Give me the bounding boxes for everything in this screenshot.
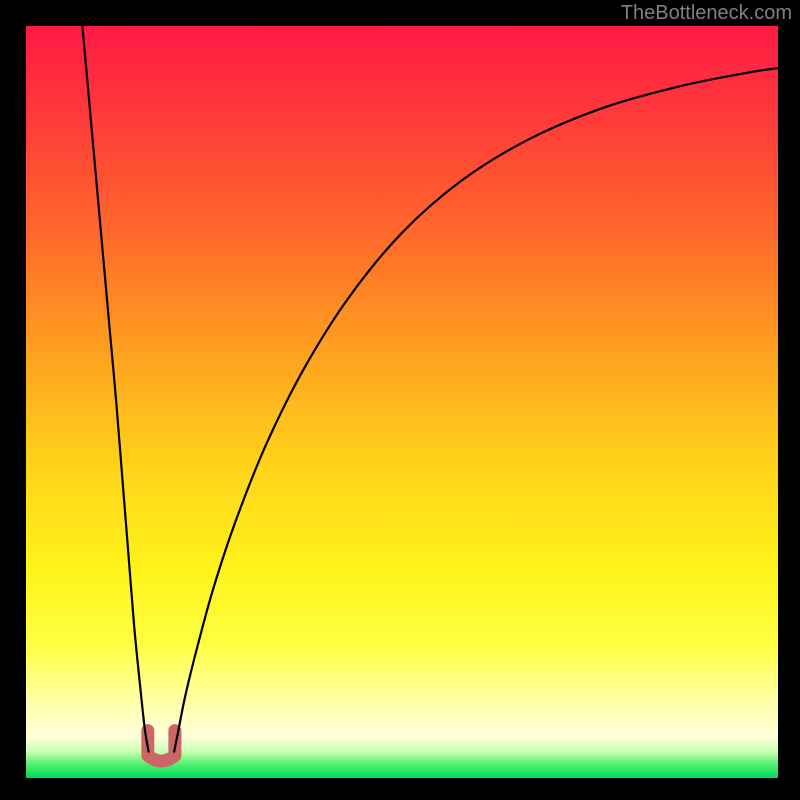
- plot-svg: [26, 26, 778, 778]
- chart-outer: TheBottleneck.com: [0, 0, 800, 800]
- watermark-text: TheBottleneck.com: [621, 2, 792, 25]
- plot-area: [26, 26, 778, 778]
